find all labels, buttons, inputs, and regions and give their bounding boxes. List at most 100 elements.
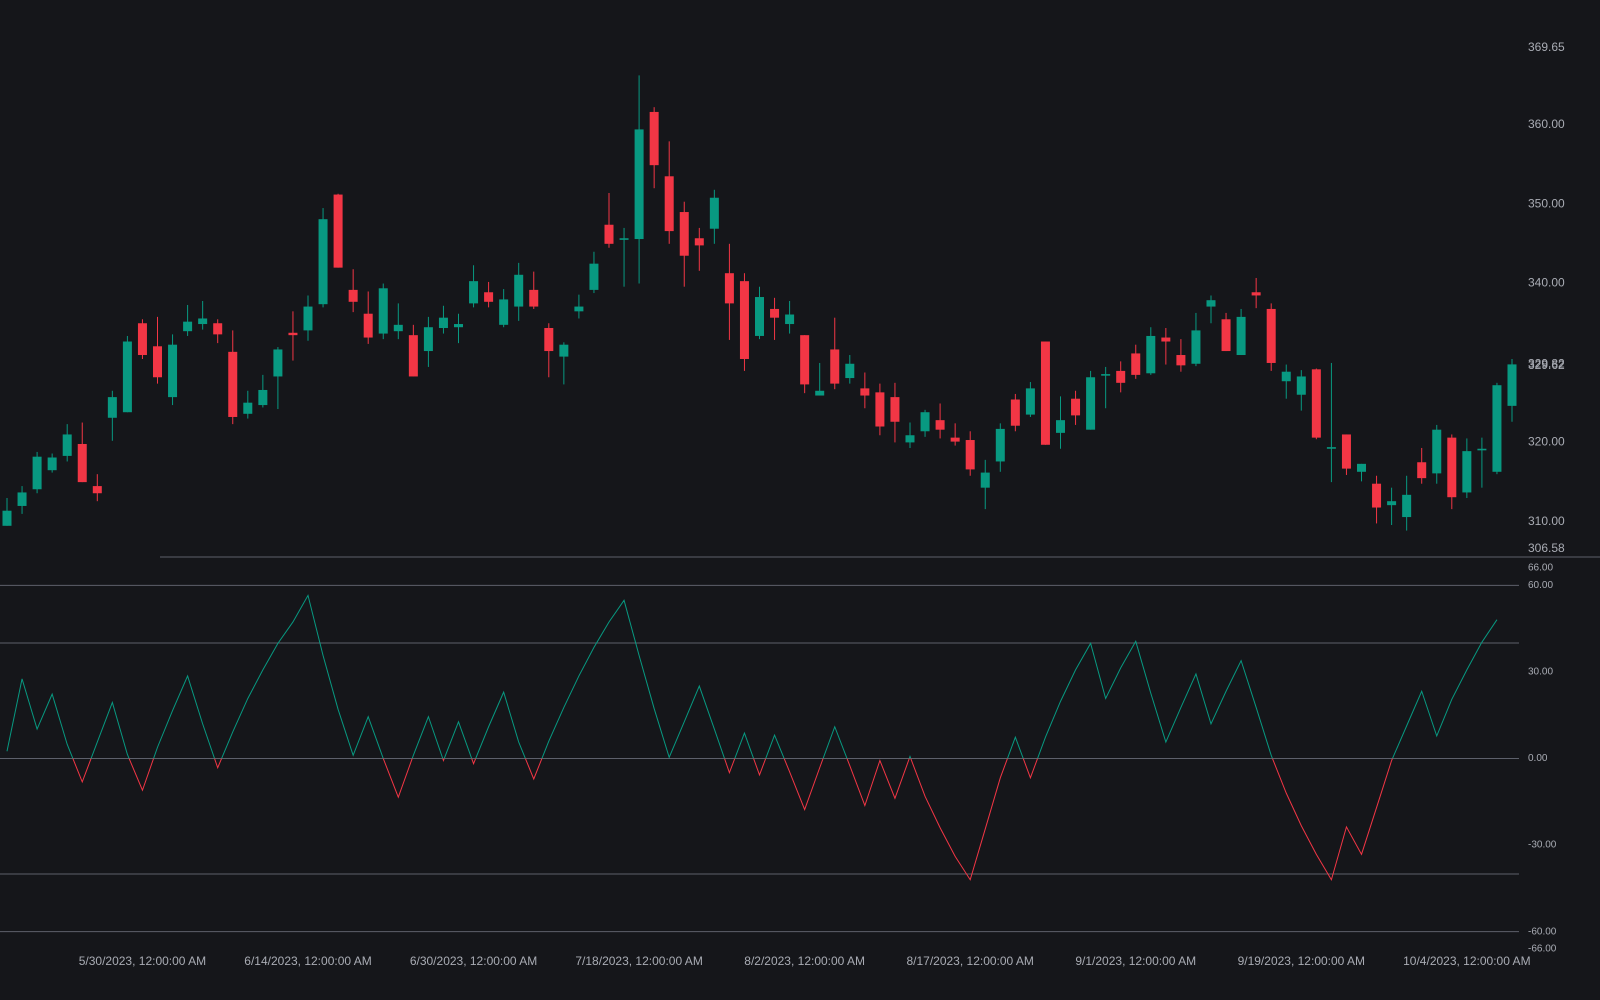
candle-body [664, 176, 674, 232]
candle-body [258, 389, 268, 406]
candle-body [423, 327, 433, 352]
candle-body [32, 456, 42, 490]
candle-body [348, 289, 358, 302]
x-tick-label: 6/30/2023, 12:00:00 AM [410, 954, 537, 968]
y-tick-label: 306.58 [1528, 541, 1565, 555]
candle-body [92, 486, 102, 494]
candle-body [1161, 337, 1171, 342]
candle-body [303, 306, 313, 331]
candle-body [1191, 330, 1201, 364]
y-tick-label: 320.00 [1528, 435, 1565, 449]
candle-body [47, 457, 57, 471]
x-tick-label: 6/14/2023, 12:00:00 AM [244, 954, 371, 968]
candle-body [378, 288, 388, 334]
candle-body [1357, 463, 1366, 472]
y-tick-label: -66.00 [1528, 944, 1557, 955]
candle-body [1236, 316, 1246, 356]
candle-body [559, 344, 569, 357]
candle-body [920, 412, 930, 432]
x-tick-label: 9/19/2023, 12:00:00 AM [1238, 954, 1365, 968]
candle-body [589, 263, 599, 290]
candle-body [860, 388, 870, 396]
candle-body [198, 318, 208, 325]
candle-body [1010, 399, 1020, 426]
candle-body [228, 351, 238, 417]
y-tick-label: 350.00 [1528, 196, 1565, 210]
candle-body [288, 332, 298, 336]
candle-body [965, 440, 975, 470]
candle-body [469, 281, 479, 304]
candle-body [950, 437, 960, 442]
y-tick-label: 60.00 [1528, 580, 1553, 591]
candle-body [1341, 434, 1351, 469]
candle-body [1296, 376, 1306, 395]
candle-body [1492, 385, 1502, 472]
candle-body [1281, 371, 1291, 382]
candle-body [408, 335, 418, 377]
candle-body [995, 428, 1005, 462]
candle-body [830, 349, 840, 384]
candle-body [1251, 292, 1261, 296]
candle-body [1447, 437, 1457, 498]
y-tick-label: -60.00 [1528, 926, 1557, 937]
candle-body [1131, 353, 1141, 375]
candle-body [1101, 374, 1111, 376]
candle-body [619, 238, 629, 240]
candle-body [168, 344, 178, 398]
y-tick-label: 310.00 [1528, 514, 1565, 528]
candle-body [1025, 388, 1035, 415]
candle-body [2, 510, 12, 526]
candle-body [604, 224, 614, 244]
candle-body [454, 324, 463, 328]
candle-body [529, 289, 539, 307]
candle-body [484, 292, 494, 302]
candle-body [318, 219, 328, 305]
last-price-label: 329.62 [1528, 358, 1565, 372]
candle-body [1432, 429, 1442, 474]
candle-body [1146, 335, 1156, 374]
candle-body [905, 435, 915, 443]
candle-body [1477, 448, 1487, 451]
candle-body [649, 111, 659, 166]
candle-body [890, 397, 900, 422]
candle-body [153, 346, 162, 378]
candle-body [1056, 420, 1065, 433]
candle-body [1417, 462, 1427, 479]
candle-body [544, 328, 554, 352]
candle-body [122, 341, 132, 413]
candle-body [137, 323, 147, 356]
candle-body [243, 402, 253, 414]
candle-body [1266, 308, 1276, 363]
candle-body [694, 238, 704, 246]
candle-body [183, 321, 193, 332]
y-tick-label: 360.00 [1528, 117, 1565, 131]
candle-body [755, 297, 764, 336]
y-tick-label: -30.00 [1528, 840, 1557, 851]
candle-body [875, 392, 885, 427]
x-tick-label: 10/4/2023, 12:00:00 AM [1403, 954, 1530, 968]
candle-body [815, 390, 825, 396]
candle-body [574, 306, 584, 312]
y-tick-label: 369.65 [1528, 40, 1565, 54]
candle-body [1387, 501, 1397, 506]
x-tick-label: 9/1/2023, 12:00:00 AM [1075, 954, 1196, 968]
candle-body [679, 212, 689, 256]
candle-body [1206, 300, 1216, 307]
candle-body [1311, 369, 1321, 438]
candle-body [17, 492, 27, 506]
candle-body [634, 129, 644, 240]
candle-body [499, 299, 509, 325]
candle-body [1040, 341, 1050, 445]
candle-body [1086, 377, 1096, 430]
candle-body [107, 397, 117, 418]
candle-body [980, 472, 990, 488]
candle-body [363, 313, 373, 338]
candle-body [62, 434, 72, 456]
y-tick-label: 30.00 [1528, 667, 1553, 678]
oscillator-line-positive [6, 594, 1498, 759]
candle-body [213, 323, 223, 335]
x-tick-label: 8/2/2023, 12:00:00 AM [744, 954, 865, 968]
